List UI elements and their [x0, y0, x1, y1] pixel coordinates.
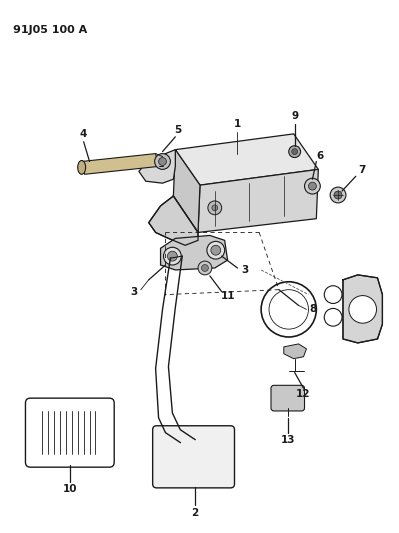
Polygon shape	[174, 150, 200, 232]
Text: 13: 13	[280, 434, 295, 445]
Text: 12: 12	[296, 389, 311, 399]
Polygon shape	[175, 134, 318, 185]
Circle shape	[168, 251, 177, 261]
Polygon shape	[82, 154, 158, 174]
Circle shape	[334, 191, 342, 199]
Polygon shape	[139, 150, 175, 183]
Text: 9: 9	[291, 111, 298, 121]
Text: 91J05 100 A: 91J05 100 A	[13, 26, 87, 35]
Circle shape	[308, 182, 316, 190]
Circle shape	[211, 245, 221, 255]
Ellipse shape	[78, 160, 86, 174]
Polygon shape	[284, 344, 306, 359]
Circle shape	[330, 187, 346, 203]
Text: 3: 3	[242, 265, 249, 275]
Text: 2: 2	[192, 507, 199, 518]
Circle shape	[207, 241, 225, 259]
Polygon shape	[343, 275, 382, 343]
Circle shape	[289, 146, 300, 158]
Circle shape	[304, 178, 320, 194]
Circle shape	[349, 296, 377, 323]
Text: 4: 4	[80, 129, 87, 139]
Text: 10: 10	[63, 484, 77, 494]
Circle shape	[164, 247, 181, 265]
FancyBboxPatch shape	[271, 385, 304, 411]
Text: 1: 1	[234, 119, 241, 129]
Text: 7: 7	[358, 165, 365, 175]
Polygon shape	[160, 236, 227, 270]
FancyBboxPatch shape	[26, 398, 114, 467]
Polygon shape	[198, 169, 318, 232]
Circle shape	[198, 261, 212, 275]
Text: 11: 11	[220, 290, 235, 301]
Circle shape	[155, 154, 170, 169]
Circle shape	[201, 264, 208, 271]
Polygon shape	[149, 196, 198, 245]
Circle shape	[212, 205, 218, 211]
Text: 5: 5	[175, 125, 182, 135]
Circle shape	[208, 201, 222, 215]
Text: 6: 6	[317, 150, 324, 160]
Text: 8: 8	[310, 304, 317, 314]
FancyBboxPatch shape	[153, 426, 235, 488]
Circle shape	[158, 158, 166, 165]
Text: 3: 3	[130, 287, 138, 297]
Circle shape	[292, 149, 298, 155]
